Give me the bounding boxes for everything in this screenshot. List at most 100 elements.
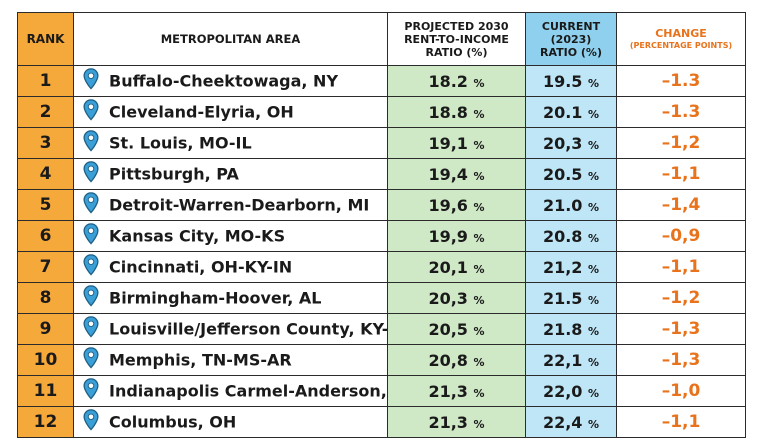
- metro-name: Buffalo-Cheektowaga, NY: [109, 71, 339, 91]
- projected-value: 19,9: [428, 226, 468, 246]
- metro-name: Pittsburgh, PA: [109, 164, 239, 184]
- percent-sign: %: [588, 293, 600, 307]
- rank-cell: 7: [17, 251, 74, 283]
- metro-cell: Cincinnati, OH-KY-IN: [73, 251, 388, 283]
- current-ratio-cell: 19.5 %: [525, 65, 617, 97]
- change-cell: –1,0: [616, 375, 746, 407]
- current-ratio-cell: 22,0 %: [525, 375, 617, 407]
- header-change-subtitle: (PERCENTAGE POINTS): [629, 41, 733, 50]
- projected-value: 20,8: [428, 350, 468, 370]
- table-row: 9 Louisville/Jefferson County, KY-IN 20,…: [17, 313, 746, 345]
- map-pin-icon: [83, 285, 99, 307]
- projected-ratio-cell: 21,3 %: [387, 375, 526, 407]
- table-row: 5 Detroit-Warren-Dearborn, MI 19,6 % 21.…: [17, 189, 746, 221]
- metro-name: Indianapolis Carmel-Anderson, IN: [109, 381, 388, 401]
- metro-cell: Detroit-Warren-Dearborn, MI: [73, 189, 388, 221]
- projected-value: 21,3: [428, 412, 468, 432]
- percent-sign: %: [588, 138, 600, 152]
- percent-sign: %: [473, 200, 485, 214]
- rank-cell: 12: [17, 406, 74, 438]
- map-pin-icon: [83, 316, 99, 338]
- map-pin-icon: [83, 161, 99, 183]
- header-current-line: (2023): [550, 32, 592, 46]
- map-pin-icon: [83, 192, 99, 214]
- current-value: 21.8: [542, 319, 583, 339]
- change-cell: –1,3: [616, 313, 746, 345]
- current-value: 21.0: [542, 195, 583, 215]
- metro-cell: St. Louis, MO-IL: [73, 127, 388, 159]
- header-current-line: CURRENT: [541, 19, 601, 33]
- rent-to-income-table: RANK METROPOLITAN AREA PROJECTED 2030 RE…: [17, 12, 746, 438]
- table-row: 10 Memphis, TN-MS-AR 20,8 % 22,1 % –1,3: [17, 344, 746, 376]
- projected-ratio-cell: 21,3 %: [387, 406, 526, 438]
- rank-cell: 2: [17, 96, 74, 128]
- header-change-title: CHANGE: [655, 27, 707, 40]
- metro-cell: Cleveland-Elyria, OH: [73, 96, 388, 128]
- current-value: 21.5: [542, 288, 583, 308]
- current-value: 20.1: [542, 102, 583, 122]
- projected-ratio-cell: 20,8 %: [387, 344, 526, 376]
- header-projected-line: RENT-TO-INCOME: [404, 32, 509, 46]
- ranking-table-container: RANK METROPOLITAN AREA PROJECTED 2030 RE…: [17, 12, 746, 438]
- table-row: 6 Kansas City, MO-KS 19,9 % 20.8 % –0,9: [17, 220, 746, 252]
- percent-sign: %: [473, 76, 485, 90]
- rank-cell: 9: [17, 313, 74, 345]
- metro-cell: Kansas City, MO-KS: [73, 220, 388, 252]
- map-pin-icon: [83, 130, 99, 152]
- percent-sign: %: [588, 355, 600, 369]
- projected-value: 19,1: [428, 133, 468, 153]
- metro-cell: Memphis, TN-MS-AR: [73, 344, 388, 376]
- rank-cell: 8: [17, 282, 74, 314]
- table-row: 11 Indianapolis Carmel-Anderson, IN 21,3…: [17, 375, 746, 407]
- projected-ratio-cell: 20,1 %: [387, 251, 526, 283]
- table-row: 8 Birmingham-Hoover, AL 20,3 % 21.5 % –1…: [17, 282, 746, 314]
- percent-sign: %: [588, 76, 600, 90]
- projected-ratio-cell: 19,9 %: [387, 220, 526, 252]
- projected-value: 18.2: [428, 71, 468, 91]
- current-ratio-cell: 21.8 %: [525, 313, 617, 345]
- current-value: 19.5: [542, 71, 583, 91]
- change-cell: –1,3: [616, 344, 746, 376]
- current-value: 22,4: [542, 412, 583, 432]
- change-cell: –1,2: [616, 282, 746, 314]
- current-ratio-cell: 22,4 %: [525, 406, 617, 438]
- current-ratio-cell: 21.0 %: [525, 189, 617, 221]
- metro-name: Kansas City, MO-KS: [109, 226, 286, 246]
- percent-sign: %: [588, 262, 600, 276]
- rank-cell: 11: [17, 375, 74, 407]
- current-value: 22,0: [542, 381, 583, 401]
- projected-ratio-cell: 18.8 %: [387, 96, 526, 128]
- metro-cell: Louisville/Jefferson County, KY-IN: [73, 313, 388, 345]
- percent-sign: %: [588, 107, 600, 121]
- percent-sign: %: [473, 138, 485, 152]
- percent-sign: %: [588, 324, 600, 338]
- metro-cell: Birmingham-Hoover, AL: [73, 282, 388, 314]
- percent-sign: %: [473, 169, 485, 183]
- metro-name: Memphis, TN-MS-AR: [109, 350, 292, 370]
- current-value: 20.8: [542, 226, 583, 246]
- projected-value: 18.8: [428, 102, 468, 122]
- header-current: CURRENT (2023) RATIO (%): [525, 12, 617, 66]
- table-row: 12 Columbus, OH 21,3 % 22,4 % –1,1: [17, 406, 746, 438]
- rank-cell: 10: [17, 344, 74, 376]
- percent-sign: %: [473, 107, 485, 121]
- projected-value: 20,3: [428, 288, 468, 308]
- table-row: 1 Buffalo-Cheektowaga, NY 18.2 % 19.5 % …: [17, 65, 746, 97]
- metro-name: Columbus, OH: [109, 412, 237, 432]
- change-cell: –1,1: [616, 251, 746, 283]
- map-pin-icon: [83, 347, 99, 369]
- table-row: 2 Cleveland-Elyria, OH 18.8 % 20.1 % –1.…: [17, 96, 746, 128]
- change-cell: –0,9: [616, 220, 746, 252]
- percent-sign: %: [473, 324, 485, 338]
- projected-value: 21,3: [428, 381, 468, 401]
- header-change: CHANGE (PERCENTAGE POINTS): [616, 12, 746, 66]
- projected-value: 20,5: [428, 319, 468, 339]
- metro-cell: Columbus, OH: [73, 406, 388, 438]
- current-value: 20.5: [542, 164, 583, 184]
- percent-sign: %: [588, 231, 600, 245]
- projected-value: 19,6: [428, 195, 468, 215]
- percent-sign: %: [588, 386, 600, 400]
- change-cell: –1,2: [616, 127, 746, 159]
- percent-sign: %: [588, 169, 600, 183]
- map-pin-icon: [83, 254, 99, 276]
